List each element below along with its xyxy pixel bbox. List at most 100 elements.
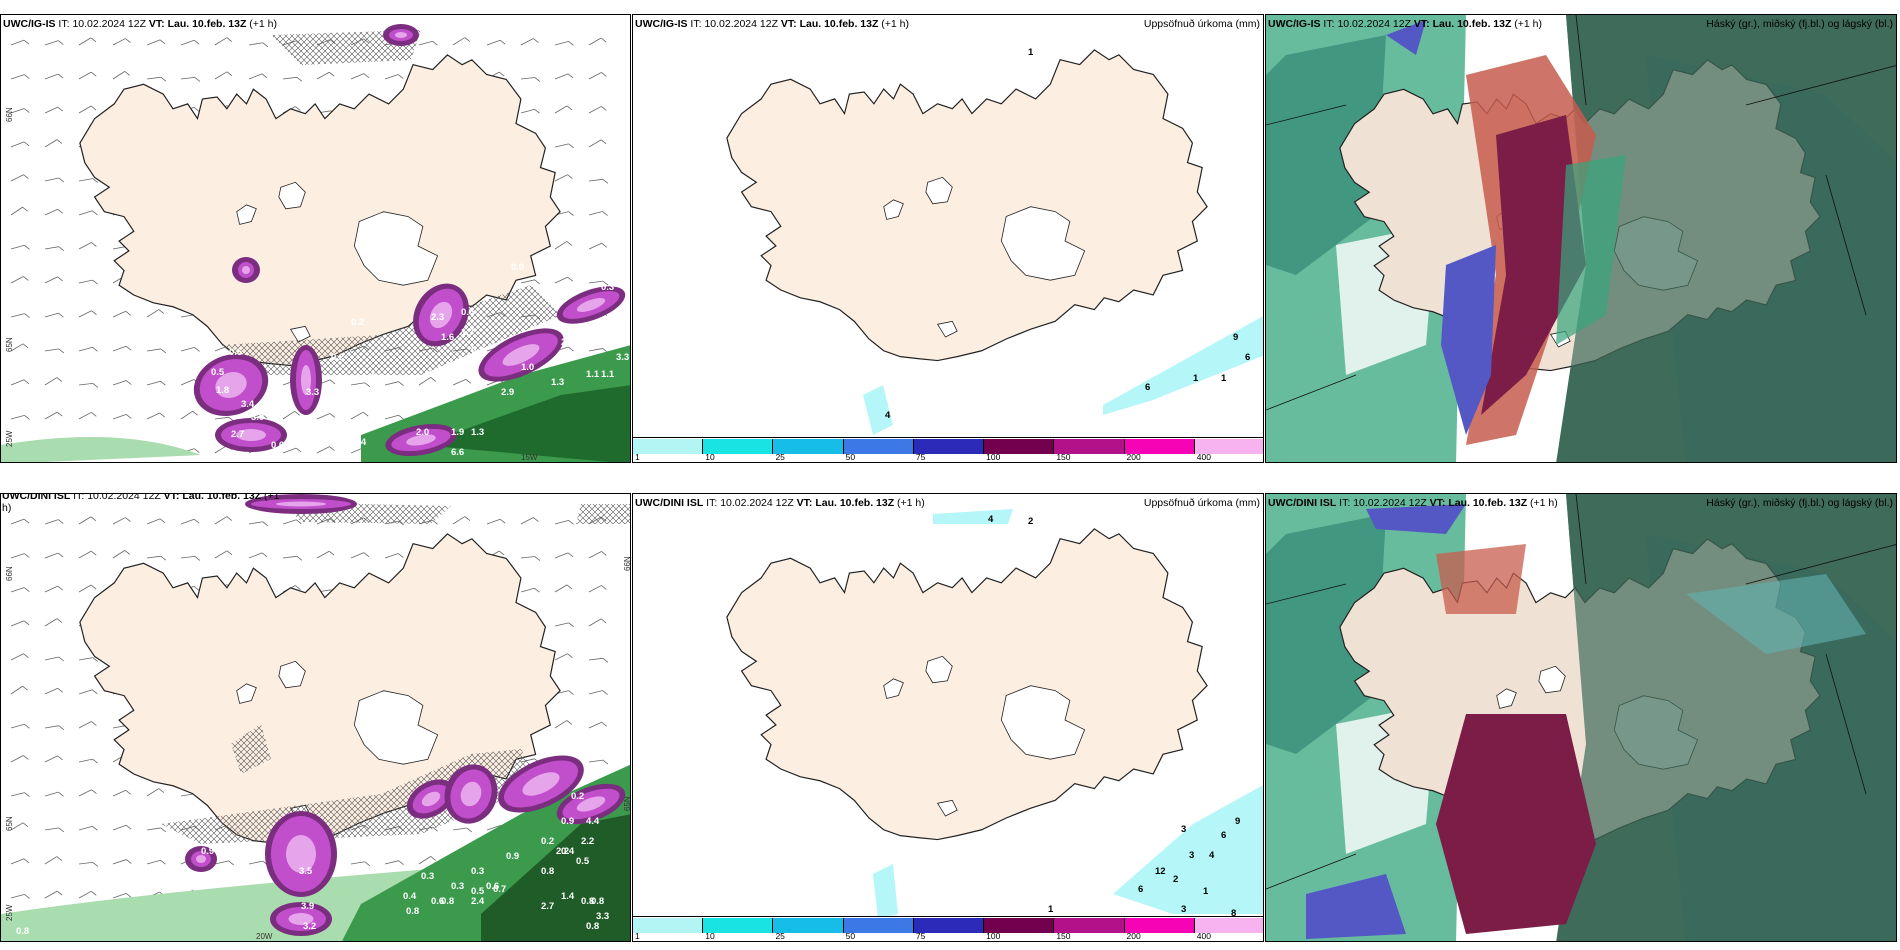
wind-barb-tick	[125, 517, 131, 522]
precip-value-label: 0.7	[493, 884, 506, 895]
domain-line	[1575, 494, 1587, 585]
green-precip	[1, 437, 201, 462]
wind-barb	[180, 76, 195, 80]
legend-swatch	[984, 918, 1055, 933]
wind-barb-tick	[567, 552, 574, 558]
precip-value-label: 0.8	[586, 921, 599, 932]
wind-barb-tick	[295, 585, 301, 590]
grid-label: 25W	[5, 430, 14, 447]
wind-barb-tick	[296, 555, 303, 561]
mid-cloud-area	[1481, 115, 1586, 415]
wind-barb-tick	[430, 856, 437, 861]
wind-barb	[10, 620, 25, 627]
wind-barb	[146, 827, 161, 831]
precip-value-label: 6	[1145, 382, 1150, 393]
legend-swatch	[1194, 918, 1263, 933]
wind-barb-tick	[262, 521, 269, 527]
precip-area	[576, 796, 606, 812]
precip-value-label: 4.4	[586, 816, 600, 827]
wind-barb-tick	[194, 556, 201, 561]
wind-barb	[44, 827, 59, 831]
precip-value-label: 0.3	[421, 871, 434, 882]
wind-barb-tick	[24, 894, 30, 899]
wind-barb-tick	[601, 551, 607, 556]
wind-barb-tick	[57, 687, 64, 693]
map-canvas: 0.5 0.5 1.8 3.4 3.0 2.7 0.6 3.3 0.6 1.4 2.3 1.6 0.5 1…	[1, 15, 630, 462]
precip-value-label: 1	[1203, 886, 1209, 897]
wind-barb-tick	[364, 382, 371, 388]
wind-barb	[282, 555, 297, 559]
wind-barb	[44, 348, 59, 352]
precip-value-label: 0.8	[581, 896, 594, 907]
wind-barb	[44, 791, 59, 797]
wind-barb	[588, 618, 602, 627]
iceland-landmass	[79, 533, 561, 846]
wind-barb	[588, 690, 603, 695]
wind-barb-tick	[498, 71, 505, 77]
wind-barb-tick	[294, 410, 300, 416]
wind-barb	[10, 74, 25, 80]
precip-value-label: 0.3	[601, 282, 614, 293]
wind-barb	[78, 825, 93, 831]
precip-value-label: 0.6	[486, 881, 499, 892]
wind-barb	[78, 689, 93, 695]
wind-barb-tick	[159, 39, 166, 45]
precip-value-label: 1	[1048, 904, 1054, 915]
wind-barb-tick	[58, 656, 64, 662]
precip-value-label: 1	[1028, 47, 1034, 58]
wind-barb	[78, 346, 93, 352]
precip-value-label: 0.5	[471, 886, 485, 897]
precip-value-label: 2.0	[416, 427, 429, 438]
precip-value-label: 4	[988, 514, 994, 525]
wind-barb-tick	[24, 587, 30, 592]
wind-barb-tick	[57, 276, 63, 282]
wind-barb	[10, 343, 24, 352]
precip-value-label: 0.2	[571, 791, 584, 802]
wind-barb-tick	[92, 689, 98, 695]
wind-barb-tick	[533, 517, 539, 522]
wind-barb-tick	[602, 211, 608, 216]
grid-label: 65N	[5, 337, 14, 352]
wind-barb-tick	[92, 758, 98, 764]
precip-value-label: 1.9	[451, 427, 464, 438]
wind-barb-tick	[362, 411, 369, 417]
legend-swatch	[633, 439, 704, 454]
precip-value-label: 2.2	[556, 846, 569, 857]
wind-barb	[588, 348, 603, 352]
wind-barb	[44, 139, 58, 148]
wind-barb-tick	[58, 246, 65, 252]
wind-barb	[44, 208, 58, 216]
glacier-outline	[925, 655, 953, 684]
wind-barb-tick	[126, 859, 132, 864]
wind-barb	[44, 276, 58, 284]
wind-barb-tick	[125, 789, 132, 795]
wind-barb	[44, 411, 58, 420]
wind-barb-tick	[499, 518, 506, 524]
wind-barb	[78, 210, 93, 216]
wind-barb	[10, 653, 24, 661]
legend-label: 10	[705, 452, 715, 462]
panel-title: Uppsöfnuð úrkoma (mm)	[1143, 497, 1260, 509]
wind-barb	[350, 382, 365, 386]
wind-barb	[588, 242, 602, 250]
wind-barb-tick	[226, 71, 233, 77]
legend-swatch	[703, 918, 774, 933]
wind-barb	[78, 657, 93, 661]
wind-barb	[588, 178, 603, 182]
map-canvas	[1266, 494, 1896, 941]
wind-barb-tick	[398, 74, 404, 79]
wind-barb	[78, 789, 92, 797]
glacier-outline	[1538, 665, 1566, 694]
precip-value-label: 2.3	[431, 312, 444, 323]
wind-barb	[10, 553, 25, 559]
precip-area	[215, 372, 247, 398]
wind-barb-tick	[329, 446, 335, 451]
low-cloud-area	[1686, 574, 1866, 654]
wind-barb-tick	[194, 347, 200, 352]
legend-label: 200	[1126, 931, 1141, 941]
wind-barb	[78, 721, 92, 729]
precip-value-label: 2.9	[501, 387, 514, 398]
wind-barb	[78, 71, 92, 80]
wind-barb-tick	[226, 37, 233, 42]
